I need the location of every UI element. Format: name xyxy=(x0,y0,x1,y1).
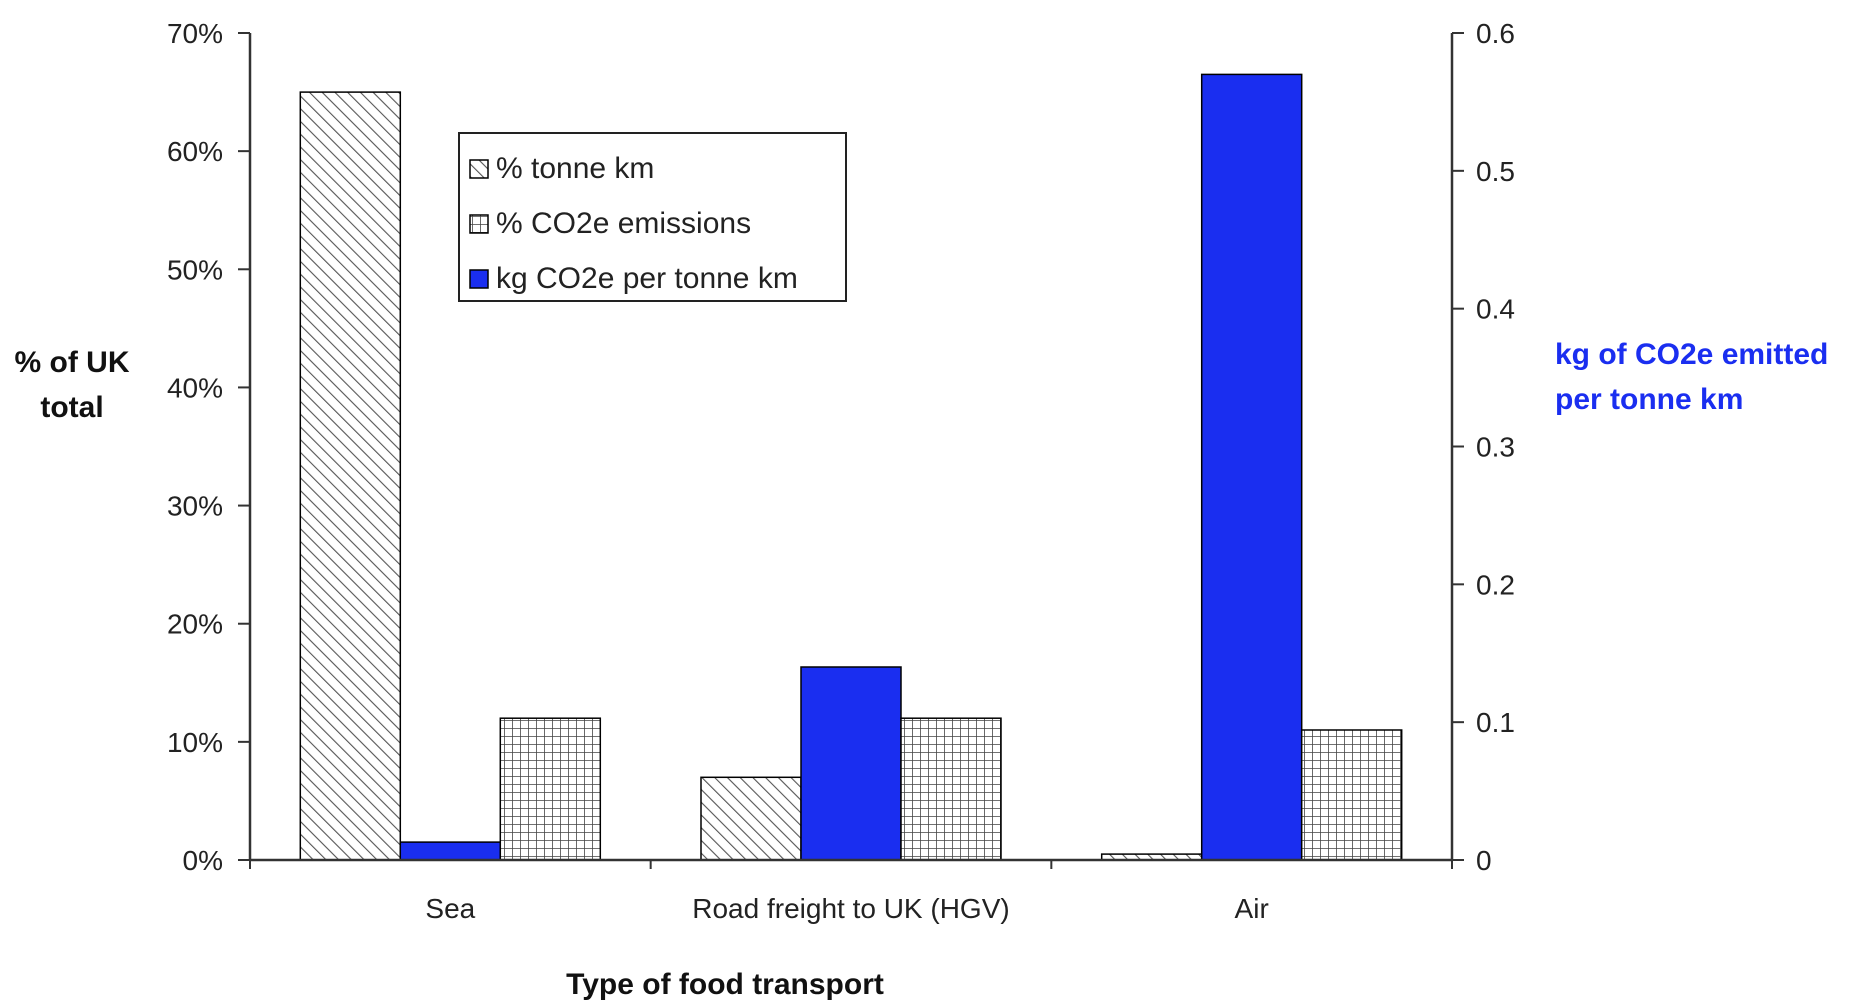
legend-swatch xyxy=(469,269,489,289)
right-axis-title: kg of CO2e emitted xyxy=(1555,338,1828,371)
bar-diagonal-hatch-0 xyxy=(299,91,402,861)
left-tick-label: 30% xyxy=(167,491,223,522)
right-tick-label: 0.2 xyxy=(1476,569,1515,600)
left-tick-label: 60% xyxy=(167,136,223,167)
category-label: Sea xyxy=(425,893,475,924)
right-tick-label: 0.4 xyxy=(1476,294,1515,325)
bar-solid-0 xyxy=(399,841,502,861)
left-tick-label: 20% xyxy=(167,609,223,640)
bar-diagonal-hatch-1 xyxy=(700,776,802,861)
right-tick-label: 0.3 xyxy=(1476,432,1515,463)
bar-solid-1 xyxy=(800,666,902,861)
left-axis-title: total xyxy=(40,391,103,424)
legend-label: % tonne km xyxy=(496,152,654,185)
legend-box xyxy=(458,132,847,302)
right-tick-label: 0 xyxy=(1476,845,1492,876)
bar-solid-2 xyxy=(1200,73,1303,861)
legend-swatch xyxy=(469,159,489,179)
bar-grid-hatch-1 xyxy=(900,717,1002,861)
right-tick-label: 0.6 xyxy=(1476,18,1515,49)
left-tick-label: 40% xyxy=(167,372,223,403)
x-axis-title: Type of food transport xyxy=(566,968,884,1001)
bar-grid-hatch-0 xyxy=(499,717,602,861)
left-axis-title: % of UK xyxy=(15,346,130,379)
left-tick-label: 50% xyxy=(167,254,223,285)
legend-swatch xyxy=(469,214,489,234)
left-tick-label: 0% xyxy=(183,845,223,876)
category-label: Air xyxy=(1235,893,1269,924)
right-tick-label: 0.5 xyxy=(1476,156,1515,187)
legend-label: kg CO2e per tonne km xyxy=(496,262,798,295)
right-axis-title: per tonne km xyxy=(1555,383,1743,416)
category-label: Road freight to UK (HGV) xyxy=(692,893,1009,924)
plot-area: 0% 10% 20% 30% 40% 50% 60% 70% 0 0.1 0.2 0.3 0.4 0.5 0… xyxy=(15,18,1829,1001)
left-tick-label: 10% xyxy=(167,727,223,758)
bar-grid-hatch-2 xyxy=(1300,729,1403,861)
right-tick-label: 0.1 xyxy=(1476,707,1515,738)
legend-label: % CO2e emissions xyxy=(496,207,751,240)
left-tick-label: 70% xyxy=(167,18,223,49)
